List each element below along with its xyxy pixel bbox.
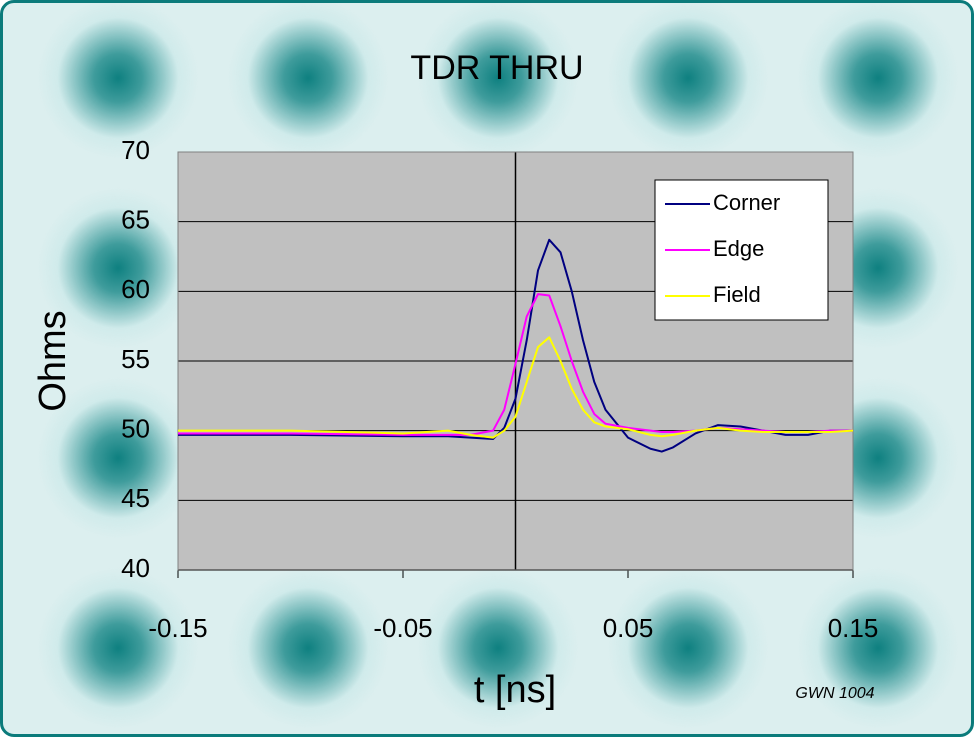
series-line	[178, 238, 853, 453]
legend-label: Field	[713, 282, 761, 307]
y-tick-label: 40	[121, 553, 150, 583]
y-tick-label: 55	[121, 344, 150, 374]
legend-label: Corner	[713, 190, 780, 215]
x-tick-label: -0.15	[148, 613, 207, 643]
x-tick-label: 0.05	[603, 613, 654, 643]
y-tick-label: 70	[121, 135, 150, 165]
plot-border	[177, 151, 854, 571]
series-line	[178, 293, 853, 436]
y-tick-label: 65	[121, 205, 150, 235]
y-tick-label: 50	[121, 414, 150, 444]
y-tick-label: 60	[121, 274, 150, 304]
annotation: GWN 1004	[795, 685, 874, 702]
x-tick-label: 0.15	[828, 613, 879, 643]
legend-label: Edge	[713, 236, 764, 261]
series-line	[178, 336, 854, 439]
chart-title: TDR THRU	[410, 49, 583, 87]
x-axis-label: t [ns]	[474, 669, 556, 711]
y-tick-label: 45	[121, 483, 150, 513]
x-tick-label: -0.05	[373, 613, 432, 643]
y-axis-label: Ohms	[32, 310, 74, 411]
